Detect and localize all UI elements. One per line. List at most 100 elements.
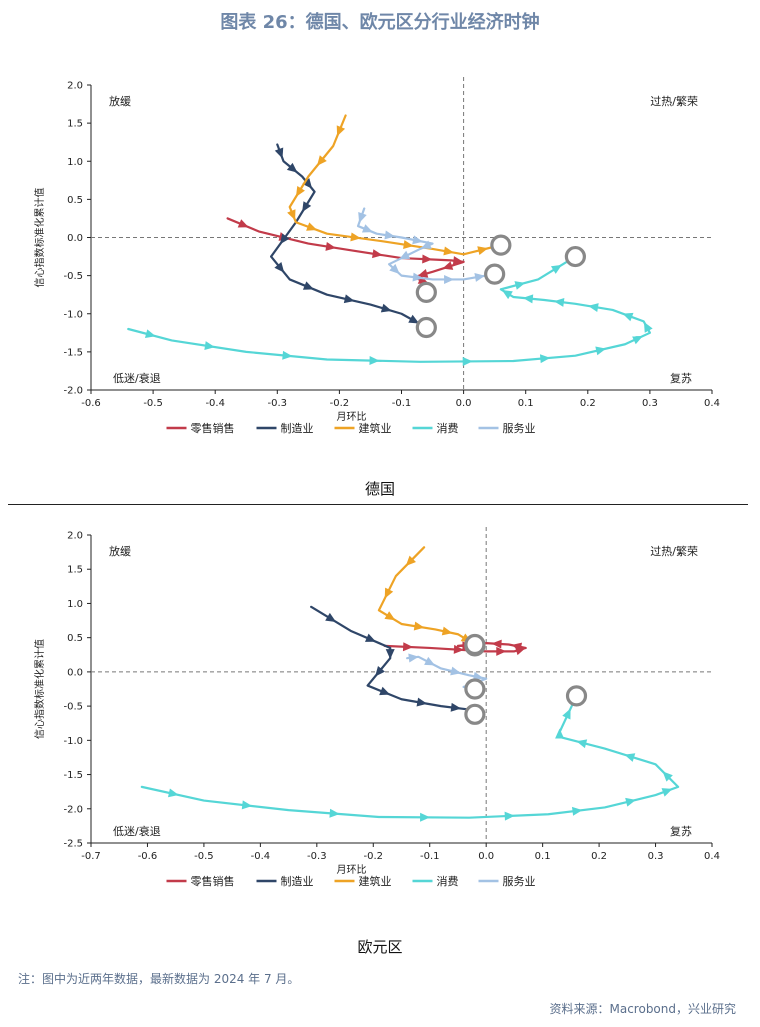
series-endpoint-marker	[464, 703, 486, 725]
series-arrow	[279, 233, 290, 245]
series-arrow	[412, 235, 423, 245]
series-arrow	[302, 178, 313, 189]
y-tick-label: 0.0	[67, 233, 83, 244]
series-arrow	[416, 697, 428, 707]
series-arrow	[389, 263, 400, 274]
series-arrow	[562, 708, 571, 720]
series-arrow	[550, 264, 562, 274]
series-arrow	[361, 224, 373, 233]
x-tick-label: -0.6	[81, 398, 101, 409]
quadrant-label-overheat: 过热/繁荣	[650, 94, 698, 108]
series-arrow	[417, 275, 429, 284]
series-arrow	[522, 294, 534, 304]
series-arrow	[424, 656, 436, 666]
chart-eurozone: -0.7 -0.6 -0.5 -0.4 -0.3 -0.2 -0.1 0.0 0.1 0.2 0.3…	[33, 527, 720, 888]
x-tick-label: -0.4	[205, 398, 225, 409]
series-endpoint-marker	[464, 678, 486, 700]
series-arrow	[442, 261, 454, 270]
series-arrow	[241, 800, 253, 810]
series-arrow	[369, 356, 380, 366]
series-arrow	[453, 644, 464, 654]
x-tick-label: -0.6	[138, 851, 158, 862]
series-arrow	[539, 354, 551, 364]
legend-label: 服务业	[503, 875, 536, 888]
y-tick-label: 1.0	[67, 599, 83, 610]
series-arrow	[420, 812, 431, 822]
series-endpoint-marker	[415, 316, 437, 339]
divider	[8, 504, 748, 505]
series-arrow	[329, 808, 340, 818]
legend-item: 零售销售	[166, 421, 235, 435]
y-tick-label: -1.5	[63, 347, 83, 358]
series-arrow	[452, 256, 464, 266]
series-arrow	[302, 201, 312, 213]
y-tick-label: 0.5	[67, 633, 83, 644]
series-1	[269, 143, 437, 339]
y-tick-label: -1.0	[63, 309, 83, 320]
quadrant-label-recovery: 复苏	[670, 824, 692, 838]
series-4	[356, 207, 506, 285]
series-0	[226, 217, 465, 303]
series-arrow	[443, 246, 454, 256]
series-arrow	[274, 262, 285, 273]
quadrant-label-recovery: 复苏	[670, 371, 692, 385]
series-arrow	[384, 230, 396, 240]
series-arrow	[402, 642, 414, 652]
series-1	[310, 605, 486, 725]
series-arrow	[302, 281, 314, 290]
x-tick-label: -0.2	[330, 398, 350, 409]
y-tick-label: -2.5	[63, 839, 83, 850]
x-tick-label: 0.1	[518, 398, 534, 409]
series-3	[127, 245, 653, 366]
series-line	[377, 546, 476, 646]
y-tick-label: -0.5	[63, 702, 83, 713]
series-endpoint-marker	[565, 685, 588, 707]
x-tick-label: 0.1	[535, 851, 551, 862]
series-arrow	[204, 341, 215, 350]
series-arrow	[237, 219, 249, 228]
series-arrow	[274, 147, 284, 159]
series-arrow	[364, 633, 376, 642]
series-line	[310, 605, 476, 716]
x-tick-label: -0.7	[81, 851, 101, 862]
x-tick-label: -0.3	[268, 398, 288, 409]
series-arrow	[555, 728, 565, 739]
y-tick-label: 1.5	[67, 119, 83, 130]
x-tick-label: 0.0	[478, 851, 494, 862]
legend-item: 消费	[412, 874, 459, 888]
series-endpoint-marker	[415, 281, 437, 303]
series-arrow	[420, 240, 432, 249]
legend-label: 消费	[437, 421, 459, 435]
y-tick-label: 1.5	[67, 565, 83, 576]
x-tick-label: -0.2	[364, 851, 384, 862]
series-arrow	[358, 212, 367, 223]
y-axis-label: 信心指数标准化累计值	[33, 639, 46, 739]
legend-label: 建筑业	[359, 874, 392, 888]
series-arrow	[643, 321, 653, 333]
series-arrow	[631, 336, 643, 345]
series-arrow	[491, 639, 502, 649]
series-arrow	[496, 646, 507, 656]
series-arrow	[576, 739, 588, 749]
quadrant-label-slowdown: 放缓	[109, 544, 131, 558]
series-endpoint-marker	[490, 234, 512, 256]
series-arrow	[624, 753, 636, 762]
x-tick-label: -0.3	[307, 851, 327, 862]
series-arrow	[372, 249, 383, 259]
series-arrow	[380, 303, 392, 313]
series-arrow	[405, 555, 416, 566]
x-tick-label: 0.2	[591, 851, 607, 862]
y-tick-label: -2.0	[63, 804, 83, 815]
x-axis-label: 月环比	[337, 411, 367, 423]
x-tick-label: 0.3	[642, 398, 658, 409]
series-arrow	[474, 273, 486, 282]
series-endpoint-marker	[464, 633, 486, 656]
source-note: 资料来源：Macrobond，兴业研究	[549, 1002, 737, 1016]
series-arrow	[450, 666, 461, 676]
legend-label: 零售销售	[191, 874, 235, 888]
legend-label: 制造业	[281, 874, 314, 888]
y-tick-label: -2.0	[63, 386, 83, 397]
legend-label: 建筑业	[359, 421, 392, 435]
series-arrow	[384, 611, 396, 621]
quadrant-label-overheat: 过热/繁荣	[650, 544, 698, 558]
